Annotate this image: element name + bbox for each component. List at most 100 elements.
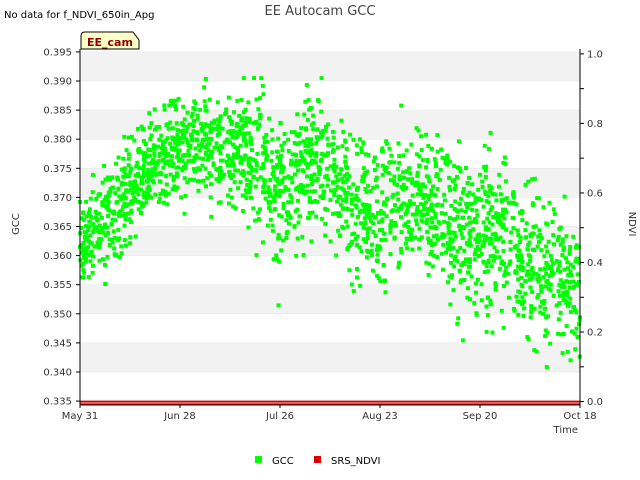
gcc-point (479, 282, 484, 287)
gcc-point (262, 140, 267, 145)
gcc-point (456, 139, 461, 144)
gcc-point (208, 173, 213, 178)
gcc-point (349, 208, 354, 213)
gcc-point (147, 111, 152, 116)
gcc-point (360, 202, 365, 207)
gcc-point (87, 224, 91, 229)
gcc-point (335, 199, 339, 204)
gcc-point (491, 215, 496, 219)
gcc-point (368, 189, 373, 194)
gcc-point (529, 310, 534, 315)
gcc-point (400, 185, 404, 189)
gcc-point (247, 120, 252, 125)
gcc-point (319, 216, 324, 221)
gcc-point (85, 235, 90, 240)
gcc-point (399, 103, 404, 108)
gcc-point (132, 197, 137, 202)
gcc-point (528, 285, 533, 290)
gcc-point (339, 167, 344, 172)
gcc-point (467, 257, 472, 262)
gcc-point (576, 260, 581, 265)
gcc-point (572, 308, 577, 313)
gcc-point (407, 229, 412, 234)
gcc-point (208, 151, 213, 156)
gcc-point (542, 299, 547, 303)
gcc-point (79, 263, 84, 268)
gcc-point (535, 276, 540, 281)
gcc-point (574, 245, 578, 250)
y-tick-label: 0.395 (43, 47, 72, 58)
gcc-point (206, 157, 210, 162)
gcc-point (123, 217, 128, 222)
gcc-point (180, 140, 185, 145)
gcc-point (360, 174, 365, 179)
gcc-point (235, 98, 240, 103)
gcc-point (101, 230, 106, 235)
gcc-point (307, 141, 312, 146)
gcc-point (193, 146, 198, 151)
gcc-point (309, 173, 314, 178)
gcc-point (339, 118, 344, 123)
gcc-point (554, 259, 559, 263)
gcc-point (165, 202, 170, 207)
gcc-point (528, 234, 533, 239)
gcc-point (198, 107, 203, 112)
gcc-point (297, 140, 302, 145)
gcc-point (158, 192, 163, 197)
gcc-point (455, 214, 460, 219)
gcc-point (292, 224, 297, 229)
gcc-point (282, 132, 287, 136)
gcc-point (558, 278, 563, 283)
gcc-point (201, 137, 206, 142)
gcc-point (274, 253, 279, 258)
gcc-point (173, 187, 178, 192)
gcc-point (429, 188, 434, 193)
gcc-point (331, 141, 336, 146)
gcc-point (294, 158, 299, 163)
gcc-point (286, 200, 291, 205)
gcc-point (212, 120, 217, 125)
gcc-point (574, 326, 579, 331)
gcc-point (459, 262, 464, 267)
gcc-point (298, 189, 302, 194)
gcc-point (219, 169, 224, 174)
gcc-point (79, 226, 84, 230)
gcc-point (258, 207, 262, 212)
gcc-point (186, 143, 191, 148)
gcc-point (486, 194, 491, 199)
gcc-point (523, 182, 528, 187)
gcc-point (230, 173, 235, 178)
gcc-point (304, 83, 309, 87)
gcc-point (365, 227, 370, 232)
gcc-point (145, 154, 150, 159)
gcc-point (544, 315, 549, 319)
gcc-point (323, 233, 328, 238)
gcc-point (82, 235, 87, 239)
gcc-point (126, 152, 131, 157)
gcc-point (478, 172, 483, 177)
gcc-point (217, 124, 222, 129)
gcc-point (222, 140, 227, 145)
gcc-point (341, 187, 346, 192)
gcc-point (174, 165, 179, 170)
gcc-point (477, 247, 482, 252)
gcc-point (421, 212, 426, 217)
gcc-point (440, 155, 445, 160)
gcc-point (200, 163, 205, 168)
gcc-point (117, 194, 122, 199)
gcc-point (473, 237, 478, 242)
gcc-point (350, 239, 355, 244)
gcc-point (375, 163, 380, 168)
gcc-point (278, 158, 283, 162)
gcc-point (158, 179, 163, 184)
gcc-point (170, 154, 174, 159)
gcc-point (126, 174, 131, 179)
gcc-point (300, 234, 305, 239)
gcc-point (543, 334, 548, 338)
gcc-point (314, 214, 319, 219)
gcc-point (103, 198, 108, 203)
gcc-point (218, 116, 223, 121)
gcc-point (204, 184, 208, 189)
gcc-point (91, 254, 96, 259)
gcc-point (182, 211, 187, 216)
